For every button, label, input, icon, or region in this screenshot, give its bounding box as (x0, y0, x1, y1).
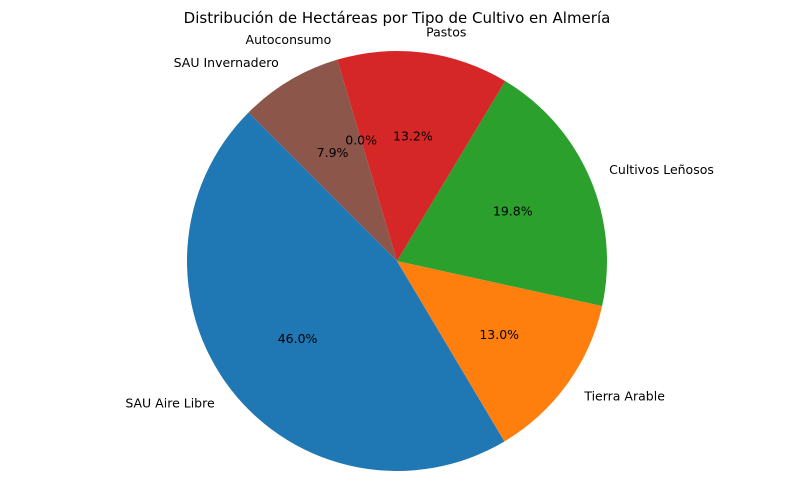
category-label-autoconsumo: Autoconsumo (246, 32, 332, 47)
pie-slices (186, 51, 607, 472)
pie-labels: 46.0% SAU Aire Libre 13.0% Tierra Arable 19.… (125, 24, 714, 410)
pct-label-tierra-arable: 13.0% (479, 327, 519, 342)
pie-slice-tierra-arable (397, 261, 603, 442)
pie-slice-sau-aire-libre (186, 112, 505, 472)
pie-slice-sau-invernadero (248, 59, 397, 261)
pct-label-pastos: 13.2% (393, 129, 433, 144)
pct-label-autoconsumo: 0.0% (345, 133, 377, 148)
category-label-cultivos-lenosos: Cultivos Leñosos (609, 162, 714, 177)
pie-slice-pastos (337, 51, 506, 261)
pie-slice-cultivos-lenosos (397, 81, 607, 307)
chart-title: Distribución de Hectáreas por Tipo de Cu… (184, 9, 611, 27)
pct-label-sau-aire-libre: 46.0% (278, 331, 318, 346)
category-label-pastos: Pastos (426, 24, 466, 39)
category-label-tierra-arable: Tierra Arable (583, 389, 665, 404)
category-label-sau-aire-libre: SAU Aire Libre (125, 395, 215, 410)
category-label-sau-invernadero: SAU Invernadero (174, 55, 279, 70)
pct-label-sau-invernadero: 7.9% (317, 145, 349, 160)
pct-label-cultivos-lenosos: 19.8% (493, 204, 533, 219)
